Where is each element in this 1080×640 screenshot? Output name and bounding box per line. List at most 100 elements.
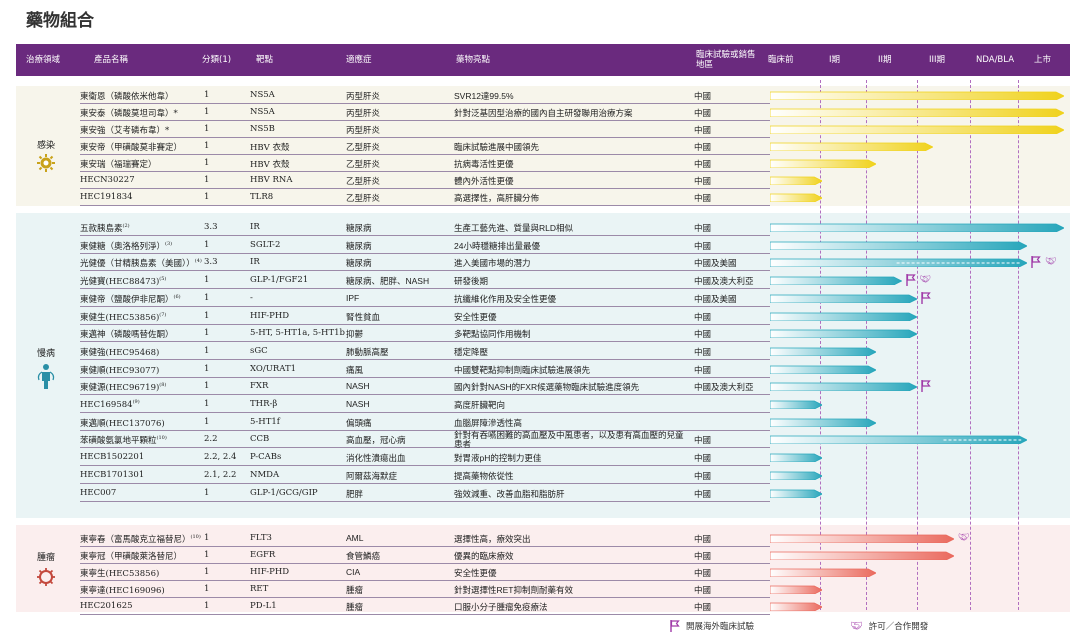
cell-indication: 偏頭痛 [346, 417, 372, 428]
cell-target: HBV RNA [250, 175, 293, 185]
cell-indication: 肺動脈高壓 [346, 346, 389, 357]
cell-target: IR [250, 257, 260, 268]
cell-indication: 抑鬱 [346, 329, 364, 340]
header-product: 產品名稱 [94, 55, 129, 65]
cell-highlight: 口服小分子腫瘤免疫療法 [454, 602, 548, 612]
cell-target: P-CABs [250, 452, 282, 463]
cell-region: 中國 [694, 193, 712, 203]
progress-bar [770, 435, 1028, 445]
cell-indication: 乙型肝炎 [346, 159, 381, 169]
cell-category: 1 [204, 239, 210, 250]
cell-highlight: 24小時穩糖排出量最優 [454, 240, 540, 251]
progress-bar [770, 108, 1064, 117]
cell-category: 1 [204, 310, 210, 321]
progress-bar [770, 602, 823, 611]
header-highlights: 藥物亮點 [456, 55, 491, 65]
cell-indication: 糖尿病、肥胖、NASH [346, 276, 430, 287]
cell-product: 東寧生(HEC53856) [80, 569, 160, 579]
cell-region: 中國 [694, 364, 712, 375]
cell-region: 中國及澳大利亞 [694, 382, 754, 393]
cell-product: HECN30227 [80, 175, 135, 185]
table-row: 苯磺酸氨氯地平顆粒(10) 2.2 CCB 高血壓，冠心病 針對有吞嚥困難的高血壓及中風… [80, 431, 770, 449]
cell-category: 1 [204, 567, 210, 577]
cell-indication: 消化性潰瘍出血 [346, 453, 406, 464]
cell-highlight: 臨床試驗進展中國領先 [454, 142, 540, 152]
legend-flag-label: 開展海外臨床試驗 [686, 622, 755, 632]
cell-region: 中國及美國 [694, 258, 737, 269]
header-stage-1: I期 [829, 55, 841, 65]
cell-indication: 腎性貧血 [346, 311, 381, 322]
cell-highlight: 針對選擇性RET抑制劑耐藥有效 [454, 585, 574, 595]
cell-category: 1 [204, 90, 210, 100]
cell-target: NMDA [250, 469, 280, 480]
cell-target: CCB [250, 434, 270, 445]
flag-icon [905, 274, 916, 288]
table-row: 東安強（艾考磷布韋）* 1 NS5B 丙型肝炎 中國 [80, 121, 770, 138]
header-stage-0: 臨床前 [768, 55, 794, 65]
progress-bar [770, 258, 1028, 268]
cell-region: 中國 [694, 240, 712, 251]
table-row: 東健生(HEC53856)(7) 1 HIF-PHD 腎性貧血 安全性更優 中國 [80, 308, 770, 325]
cell-target: NS5B [250, 124, 275, 134]
progress-bar [770, 534, 955, 543]
progress-bar [770, 347, 877, 356]
cell-highlight: 高度肝臟靶向 [454, 400, 506, 410]
cell-target: 5-HT1f [250, 416, 280, 427]
cell-product: HEC191834 [80, 192, 133, 202]
cell-product: HEC007 [80, 487, 117, 498]
cell-category: 3.3 [204, 257, 218, 268]
cell-target: TLR8 [250, 192, 274, 202]
cell-target: NS5A [250, 107, 275, 117]
table-row: HECB1701301 2.1, 2.2 NMDA 阿爾茲海默症 提高藥物依從性 中國 [80, 467, 770, 484]
footnote-marker: (4) [194, 258, 202, 265]
cell-region: 中國 [694, 470, 712, 481]
virus-icon [37, 154, 55, 172]
table-row: HEC007 1 GLP-1/GCG/GIP 肥胖 強效減重、改善血脂和脂肪肝 中國 [80, 485, 770, 502]
cell-product: 東健強(HEC95468) [80, 347, 160, 358]
cell-product: 東安瑞（福瑞賽定） [80, 160, 157, 170]
cell-region: 中國 [694, 602, 712, 612]
cell-target: HIF-PHD [250, 567, 290, 577]
cell-region: 中國 [694, 91, 712, 101]
handshake-icon: 🤝︎ [850, 620, 863, 632]
stage-gridline [917, 80, 918, 610]
cell-product: 東邁順(HEC137076) [80, 418, 165, 429]
cell-region: 中國 [694, 551, 712, 561]
progress-bar [770, 585, 823, 594]
progress-bar [770, 312, 917, 321]
stage-gridline [820, 80, 821, 610]
cell-category: 1 [204, 275, 210, 286]
cell-target: SGLT-2 [250, 239, 281, 250]
cell-target: HBV 衣殼 [250, 160, 290, 170]
cell-region: 中國及美國 [694, 293, 737, 304]
cell-category: 1 [204, 399, 210, 409]
cell-highlight: 強效減重、改善血脂和脂肪肝 [454, 488, 565, 499]
header-indication: 適應症 [346, 55, 372, 65]
cell-region: 中國 [694, 534, 712, 544]
cell-product: 苯磺酸氨氯地平顆粒(10) [80, 435, 167, 447]
progress-bar [770, 382, 917, 392]
cell-target: HBV 衣殼 [250, 143, 290, 153]
cell-highlight: 抗纖維化作用及安全性更優 [454, 293, 557, 304]
cell-region: 中國 [694, 346, 712, 357]
cell-product: 東邁神（磷酸嗎替佐酮） [80, 330, 174, 341]
cell-indication: 阿爾茲海默症 [346, 470, 398, 481]
cell-category: 1 [204, 345, 210, 356]
table-row: 東安泰（磷酸莫坦司韋）* 1 NS5A 丙型肝炎 針對泛基因型治療的國內自主研發聯用治療… [80, 104, 770, 121]
header-area: 治療領域 [26, 55, 61, 65]
legend-flag: 開展海外臨床試驗 [670, 620, 754, 632]
table-row: HEC191834 1 TLR8 乙型肝炎 高選擇性，高肝臟分佈 中國 [80, 189, 770, 206]
table-row: 東健源(HEC96719)(8) 1 FXR NASH 國內針對NASH的FXR候選藥物… [80, 378, 770, 396]
cell-indication: 糖尿病 [346, 258, 372, 269]
tumor-icon [37, 568, 55, 586]
footnote-marker: (9) [132, 399, 140, 405]
cell-category: 1 [204, 487, 210, 498]
cell-target: THR-β [250, 399, 278, 409]
table-row: 東寧冠（甲磺酸萊洛替尼） 1 EGFR 食管鱗癌 優異的臨床療效 中國 [80, 547, 770, 564]
cell-highlight: 穩定降壓 [454, 346, 489, 357]
table-row: HECN30227 1 HBV RNA 乙型肝炎 體內外活性更優 中國 [80, 172, 770, 189]
cell-indication: 糖尿病 [346, 240, 372, 251]
footnote-marker: (10) [190, 534, 201, 541]
cell-product: 東寧達(HEC169096) [80, 586, 165, 596]
cell-indication: 丙型肝炎 [346, 108, 381, 118]
